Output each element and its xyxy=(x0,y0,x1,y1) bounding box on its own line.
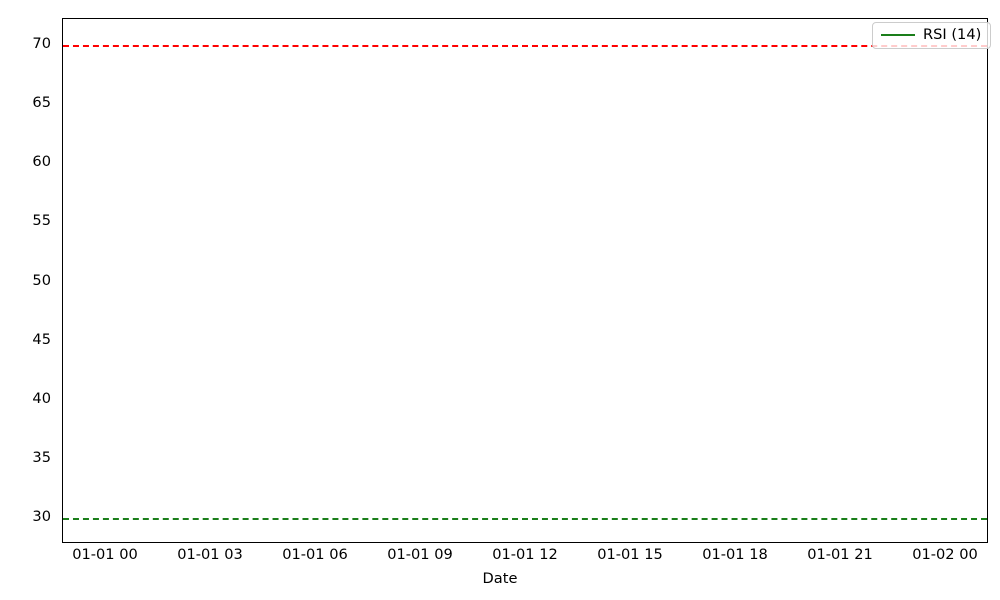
oversold-threshold-line xyxy=(63,517,987,520)
y-tick-label: 65 xyxy=(32,94,51,112)
y-tick xyxy=(62,518,63,519)
x-tick-label: 01-01 12 xyxy=(492,546,558,563)
x-tick-label: 01-01 21 xyxy=(807,546,873,563)
overbought-threshold-line xyxy=(63,45,987,47)
y-tick xyxy=(62,104,63,105)
x-axis-label: Date xyxy=(482,570,518,587)
x-tick-label: 01-01 15 xyxy=(597,546,663,563)
y-tick-label: 35 xyxy=(32,448,51,466)
legend[interactable]: RSI (14) xyxy=(872,22,992,49)
rsi-series-line xyxy=(63,19,987,542)
y-tick-label: 30 xyxy=(32,507,51,525)
y-tick-label: 70 xyxy=(32,35,51,52)
y-tick xyxy=(62,222,63,223)
y-tick xyxy=(62,45,63,46)
y-tick-label: 55 xyxy=(32,212,51,230)
legend-swatch-rsi xyxy=(881,34,915,37)
x-tick-label: 01-01 18 xyxy=(702,546,768,563)
y-tick xyxy=(62,459,63,460)
x-tick-label: 01-01 00 xyxy=(72,546,138,563)
plot-area xyxy=(62,18,988,543)
y-tick-label: 50 xyxy=(32,271,51,289)
legend-label-rsi: RSI (14) xyxy=(923,26,982,43)
y-tick xyxy=(62,400,63,401)
y-tick-label: 40 xyxy=(32,389,51,407)
x-tick-label: 01-01 09 xyxy=(387,546,453,563)
x-tick-label: 01-01 03 xyxy=(177,546,243,563)
x-tick-label: 01-01 06 xyxy=(282,546,348,563)
x-tick-label: 01-02 00 xyxy=(912,546,978,563)
y-tick xyxy=(62,341,63,342)
y-tick-label: 60 xyxy=(32,153,51,171)
y-tick xyxy=(62,163,63,164)
y-tick xyxy=(62,282,63,283)
y-tick-label: 45 xyxy=(32,330,51,348)
